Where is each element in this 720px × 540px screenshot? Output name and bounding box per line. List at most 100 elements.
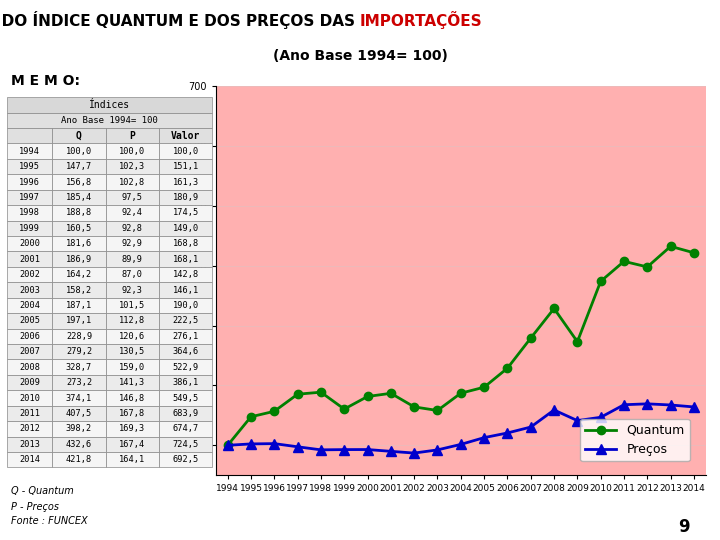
Text: 1994: 1994 <box>19 147 40 156</box>
Bar <box>7 360 53 375</box>
Preços <box>620 402 629 408</box>
Bar <box>159 375 212 390</box>
Bar <box>159 159 212 174</box>
Preços <box>247 441 256 447</box>
Bar <box>7 406 53 421</box>
Text: EVOLUÇÃO DO ÍNDICE QUANTUM E DOS PREÇOS DAS: EVOLUÇÃO DO ÍNDICE QUANTUM E DOS PREÇOS … <box>0 11 360 29</box>
Bar <box>53 144 106 159</box>
Bar <box>159 452 212 468</box>
Bar <box>106 128 159 144</box>
Quantum <box>293 391 302 397</box>
Bar <box>53 375 106 390</box>
Text: 1996: 1996 <box>19 178 40 186</box>
Bar <box>53 390 106 406</box>
Preços <box>456 441 465 448</box>
Bar <box>53 360 106 375</box>
Text: 100,0: 100,0 <box>66 147 92 156</box>
Text: 2013: 2013 <box>19 440 40 449</box>
Text: 2007: 2007 <box>19 347 40 356</box>
Quantum <box>363 393 372 400</box>
Bar <box>106 144 159 159</box>
Bar <box>106 252 159 267</box>
Bar <box>7 329 53 344</box>
Bar <box>106 452 159 468</box>
Bar <box>106 267 159 282</box>
Bar <box>53 221 106 236</box>
Text: 1998: 1998 <box>19 208 40 218</box>
Bar <box>159 252 212 267</box>
Bar <box>7 97 212 113</box>
Preços <box>317 447 325 453</box>
Preços <box>363 446 372 453</box>
Bar <box>159 437 212 452</box>
Bar <box>159 329 212 344</box>
Preços <box>596 414 605 421</box>
Text: 692,5: 692,5 <box>173 455 199 464</box>
Bar <box>53 437 106 452</box>
Text: 522,9: 522,9 <box>173 363 199 372</box>
Quantum <box>550 305 559 312</box>
Text: 228,9: 228,9 <box>66 332 92 341</box>
Preços <box>480 434 488 441</box>
Text: 1999: 1999 <box>19 224 40 233</box>
Bar <box>53 252 106 267</box>
Text: 130,5: 130,5 <box>120 347 145 356</box>
Bar <box>159 174 212 190</box>
Text: 149,0: 149,0 <box>173 224 199 233</box>
Text: 328,7: 328,7 <box>66 363 92 372</box>
Quantum <box>643 264 652 270</box>
Bar <box>159 406 212 421</box>
Text: 180,9: 180,9 <box>173 193 199 202</box>
Text: 156,8: 156,8 <box>66 178 92 186</box>
Text: 2011: 2011 <box>19 409 40 418</box>
Text: 2005: 2005 <box>19 316 40 326</box>
Text: 100,0: 100,0 <box>173 147 199 156</box>
Bar <box>106 221 159 236</box>
Bar <box>106 375 159 390</box>
Bar <box>7 221 53 236</box>
Text: 120,6: 120,6 <box>120 332 145 341</box>
Bar <box>106 298 159 313</box>
Text: 161,3: 161,3 <box>173 178 199 186</box>
Text: 386,1: 386,1 <box>173 378 199 387</box>
Quantum <box>410 404 418 410</box>
Text: 188,8: 188,8 <box>66 208 92 218</box>
Bar <box>53 205 106 221</box>
Text: 164,2: 164,2 <box>66 270 92 279</box>
Bar <box>53 298 106 313</box>
Quantum <box>666 243 675 249</box>
Legend: Quantum, Preços: Quantum, Preços <box>580 419 690 461</box>
Text: 222,5: 222,5 <box>173 316 199 326</box>
Preços <box>223 442 232 449</box>
Bar <box>106 344 159 360</box>
Text: 174,5: 174,5 <box>173 208 199 218</box>
Text: 141,3: 141,3 <box>120 378 145 387</box>
Bar <box>159 205 212 221</box>
Text: 186,9: 186,9 <box>66 255 92 264</box>
Bar <box>53 344 106 360</box>
Bar <box>106 421 159 437</box>
Text: 2003: 2003 <box>19 286 40 294</box>
Bar <box>53 313 106 329</box>
Bar <box>7 390 53 406</box>
Bar <box>53 267 106 282</box>
Preços <box>340 447 348 453</box>
Quantum <box>340 406 348 413</box>
Text: 2001: 2001 <box>19 255 40 264</box>
Quantum <box>596 278 605 285</box>
Text: 2008: 2008 <box>19 363 40 372</box>
Text: 2012: 2012 <box>19 424 40 434</box>
Bar <box>7 344 53 360</box>
Text: 146,8: 146,8 <box>120 394 145 402</box>
Text: 167,8: 167,8 <box>120 409 145 418</box>
Bar <box>106 282 159 298</box>
Bar <box>106 406 159 421</box>
Bar <box>7 375 53 390</box>
Text: 97,5: 97,5 <box>122 193 143 202</box>
Bar <box>106 159 159 174</box>
Text: 9: 9 <box>678 517 690 536</box>
Text: 364,6: 364,6 <box>173 347 199 356</box>
Bar <box>53 190 106 205</box>
Bar <box>106 437 159 452</box>
Text: 142,8: 142,8 <box>173 270 199 279</box>
